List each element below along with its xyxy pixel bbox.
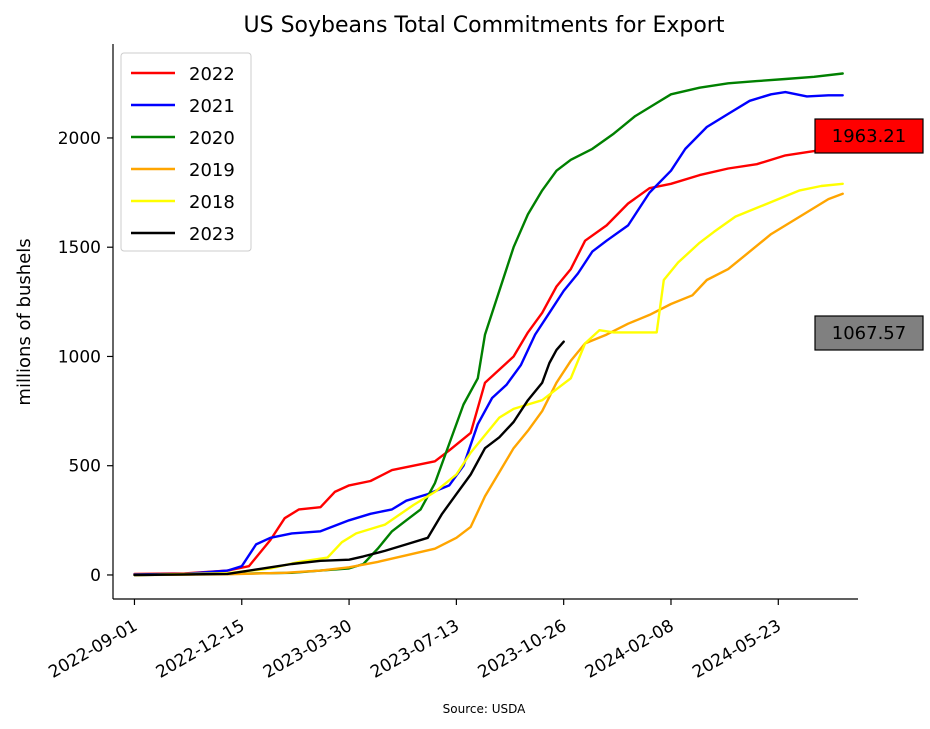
x-tick-label: 2023-07-13 <box>367 616 463 683</box>
x-tick-label: 2022-09-01 <box>45 616 141 683</box>
x-tick-label: 2024-02-08 <box>582 616 678 683</box>
legend-label: 2023 <box>189 224 235 245</box>
y-tick-label: 1500 <box>58 238 101 258</box>
legend-label: 2021 <box>189 96 235 117</box>
legend-entry-2019: 2019 <box>131 160 235 181</box>
series-line-2023 <box>133 340 565 577</box>
x-tick-label: 2022-12-15 <box>153 616 249 683</box>
x-tick-label: 2023-03-30 <box>260 616 356 683</box>
y-tick-label: 0 <box>90 566 101 586</box>
y-tick-label: 500 <box>69 457 101 477</box>
legend-entry-2020: 2020 <box>131 128 235 149</box>
value-annotations: 1963.21 1067.57 <box>814 118 924 351</box>
value-badge: 1067.57 <box>814 315 924 351</box>
series-lines <box>133 72 844 577</box>
legend-label: 2019 <box>189 160 235 181</box>
y-tick-label: 1000 <box>58 347 101 367</box>
y-tick-label: 2000 <box>58 129 101 149</box>
series-line-2018 <box>133 182 844 577</box>
series-line-2022 <box>133 144 844 576</box>
legend-label: 2022 <box>189 64 235 85</box>
chart-title: US Soybeans Total Commitments for Export <box>244 13 725 38</box>
source-note: Source: USDA <box>443 702 527 716</box>
series-line-2021 <box>133 90 844 576</box>
y-axis-label: millions of bushels <box>14 238 35 405</box>
y-axis-ticks: 0 500 1000 1500 2000 <box>58 129 113 586</box>
legend-entry-2021: 2021 <box>131 96 235 117</box>
value-badge-text: 1067.57 <box>832 323 906 344</box>
legend-entry-2022: 2022 <box>131 64 235 85</box>
series-line-2020 <box>133 72 844 577</box>
x-axis-ticks: 2022-09-01 2022-12-15 2023-03-30 2023-07-13… <box>45 599 785 683</box>
legend-entry-2018: 2018 <box>131 192 235 213</box>
legend-entry-2023: 2023 <box>131 224 235 245</box>
value-badge-box <box>814 118 924 154</box>
legend-label: 2020 <box>189 128 235 149</box>
value-badge-box <box>814 315 924 351</box>
x-tick-label: 2023-10-26 <box>475 616 571 683</box>
value-badge-text: 1963.21 <box>832 126 906 147</box>
legend-label: 2018 <box>189 192 235 213</box>
legend: 2022 2021 2020 2019 2018 2023 <box>120 52 252 252</box>
series-line-2019 <box>133 192 844 577</box>
value-badge: 1963.21 <box>814 118 924 154</box>
x-tick-label: 2024-05-23 <box>689 616 785 683</box>
